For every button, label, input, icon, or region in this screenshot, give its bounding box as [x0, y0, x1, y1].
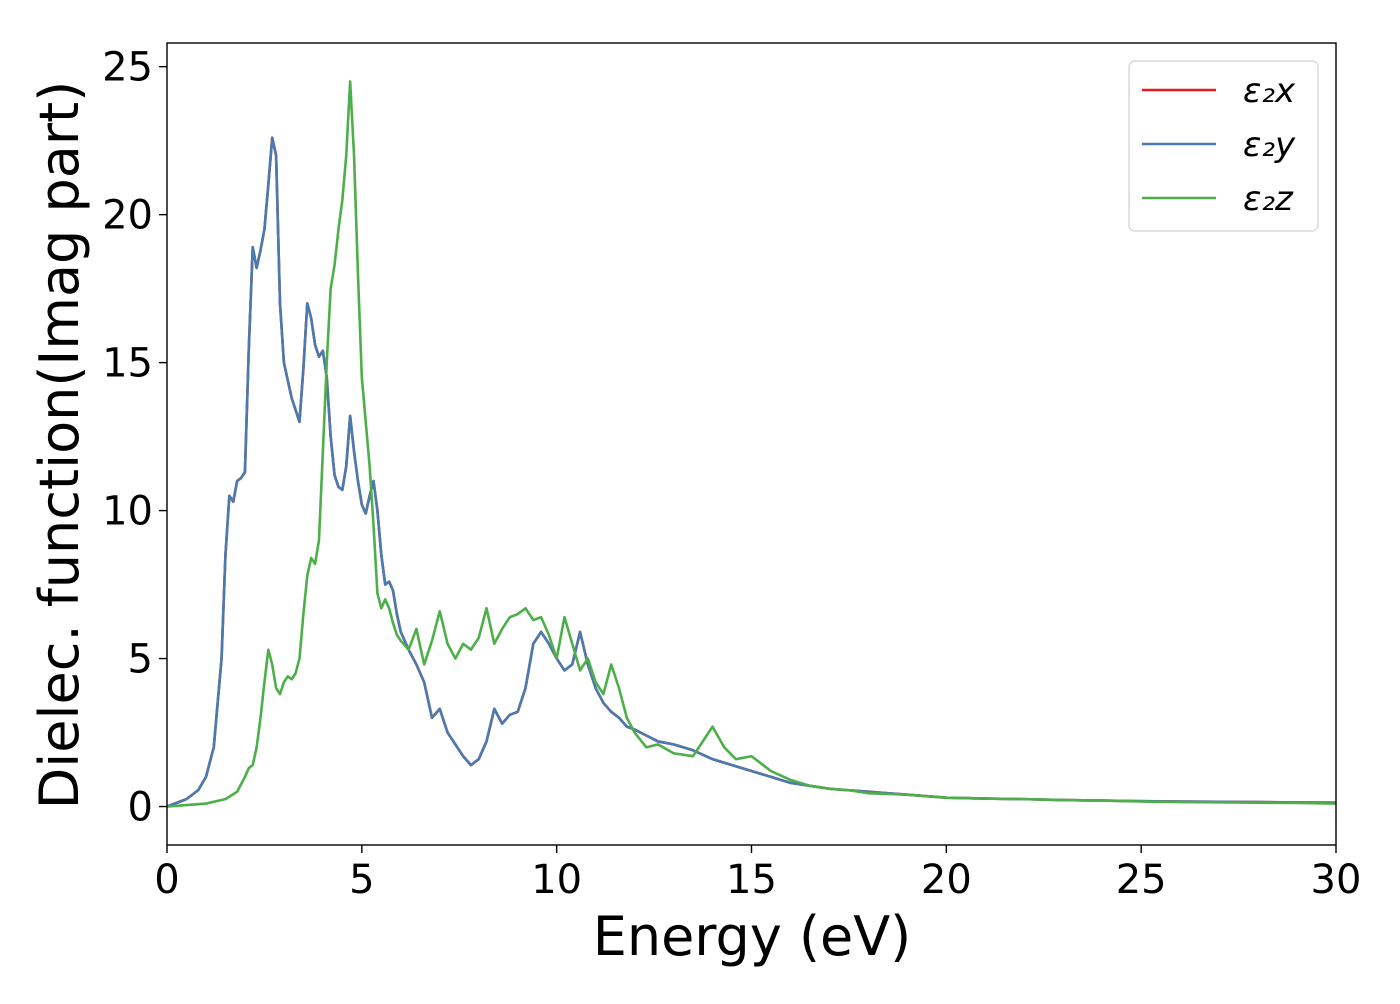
legend-label-1: ε₂x — [1243, 71, 1296, 111]
plot-area — [167, 80, 1336, 808]
x-axis-title: Energy (eV) — [593, 905, 912, 968]
legend: ε₂x ε₂y ε₂z — [1128, 60, 1319, 232]
x-tick-label: 25 — [1116, 857, 1167, 903]
x-tick-label: 10 — [531, 857, 582, 903]
y-tick-label: 5 — [128, 637, 153, 683]
x-tick-label: 0 — [154, 857, 179, 903]
y-tick-label: 0 — [128, 785, 153, 831]
x-tick-label: 20 — [921, 857, 972, 903]
y-tick-label: 20 — [102, 193, 153, 239]
y-tick-label: 25 — [102, 45, 153, 91]
x-tick-label: 30 — [1311, 857, 1362, 903]
x-tick-label: 5 — [349, 857, 374, 903]
y-tick-label: 10 — [102, 489, 153, 535]
y-axis-title: Dielec. function(Imag part) — [28, 81, 91, 810]
x-tick-label: 15 — [726, 857, 777, 903]
series-line-2 — [167, 136, 1336, 808]
y-tick-label: 15 — [102, 341, 153, 387]
legend-label-2: ε₂y — [1243, 125, 1296, 165]
axes: 0 5 10 15 20 25 30 0 5 10 15 20 25 — [102, 42, 1362, 903]
legend-box — [1128, 60, 1319, 232]
series-line-3 — [167, 80, 1336, 808]
legend-label-3: ε₂z — [1243, 179, 1294, 219]
